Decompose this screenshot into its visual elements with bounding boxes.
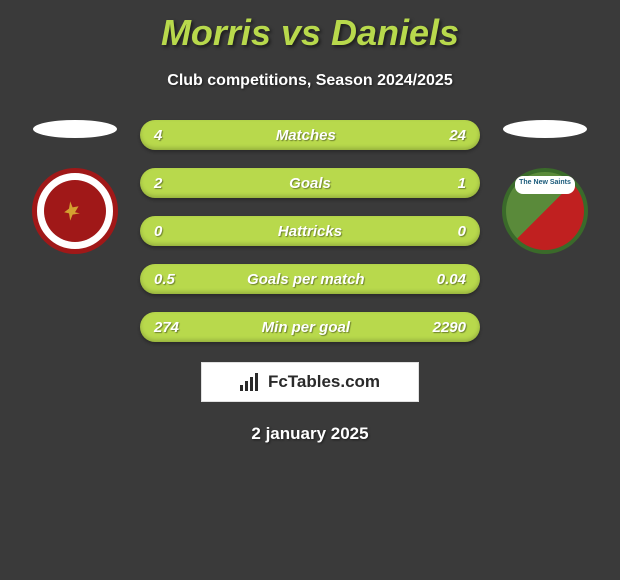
stat-label: Min per goal	[262, 319, 350, 336]
stat-label: Matches	[276, 127, 336, 144]
stat-right-value: 0.04	[437, 271, 466, 288]
stat-left-value: 0	[154, 223, 162, 240]
stat-row-goals-per-match: 0.5 Goals per match 0.04	[140, 264, 480, 294]
left-club-badge	[32, 168, 118, 254]
fctables-logo[interactable]: FcTables.com	[201, 362, 419, 402]
stat-row-hattricks: 0 Hattricks 0	[140, 216, 480, 246]
stat-right-value: 1	[458, 175, 466, 192]
date-label: 2 january 2025	[0, 424, 620, 444]
left-player-placeholder	[33, 120, 117, 138]
stat-right-value: 2290	[433, 319, 466, 336]
stat-row-matches: 4 Matches 24	[140, 120, 480, 150]
right-player-column: The New Saints	[495, 120, 595, 254]
stat-left-value: 2	[154, 175, 162, 192]
left-player-column	[25, 120, 125, 254]
right-player-placeholder	[503, 120, 587, 138]
stat-label: Hattricks	[278, 223, 342, 240]
club-right-label: The New Saints	[519, 179, 571, 186]
bar-chart-icon	[240, 373, 262, 391]
stat-right-value: 24	[449, 127, 466, 144]
stat-right-value: 0	[458, 223, 466, 240]
subtitle: Club competitions, Season 2024/2025	[0, 72, 620, 90]
stat-left-value: 4	[154, 127, 162, 144]
stat-label: Goals	[289, 175, 331, 192]
archer-icon	[44, 180, 106, 242]
comparison-container: 4 Matches 24 2 Goals 1 0 Hattricks 0 0.5…	[0, 120, 620, 342]
right-club-badge: The New Saints	[502, 168, 588, 254]
stats-column: 4 Matches 24 2 Goals 1 0 Hattricks 0 0.5…	[140, 120, 480, 342]
stat-left-value: 274	[154, 319, 179, 336]
page-title: Morris vs Daniels	[0, 0, 620, 54]
stat-left-value: 0.5	[154, 271, 175, 288]
logo-text: FcTables.com	[268, 372, 380, 392]
stat-row-goals: 2 Goals 1	[140, 168, 480, 198]
stat-row-min-per-goal: 274 Min per goal 2290	[140, 312, 480, 342]
stat-label: Goals per match	[247, 271, 365, 288]
